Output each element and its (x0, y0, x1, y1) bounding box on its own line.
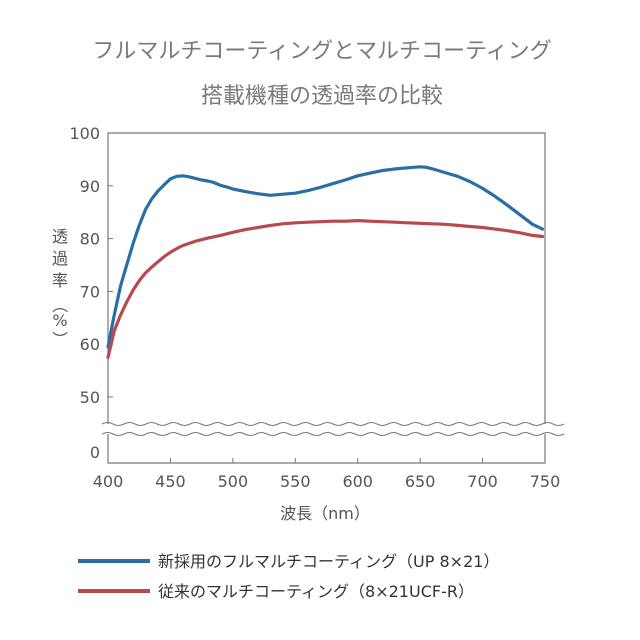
y-tick-label: 0 (90, 443, 100, 462)
y-tick-label: 50 (80, 388, 100, 407)
y-axis-label: 透過率 （%） (50, 227, 69, 347)
series-line-1 (106, 165, 545, 349)
x-tick-label: 550 (280, 472, 311, 491)
y-axis-label-char: （ (50, 297, 69, 313)
plot-area (101, 132, 565, 464)
x-tick-label: 500 (218, 472, 249, 491)
y-tick-label: 80 (80, 230, 100, 249)
x-axis-label: 波長（nm） (280, 504, 370, 523)
y-axis-label-char: 過 (52, 249, 68, 268)
y-axis-ticks: 100 90 80 70 60 50 0 (69, 124, 113, 462)
x-tick-label: 400 (93, 472, 124, 491)
axis-break-line (101, 432, 565, 436)
y-tick-label: 100 (69, 124, 100, 143)
x-tick-label: 450 (155, 472, 186, 491)
y-tick-label: 70 (80, 282, 100, 301)
x-tick-label: 700 (467, 472, 498, 491)
y-axis-label-char: ） (50, 331, 69, 347)
y-axis-label-char: 透 (52, 227, 68, 246)
series-group (106, 165, 545, 359)
series-line-2 (106, 219, 545, 359)
legend-label: 従来のマルチコーティング（8×21UCF-R） (158, 582, 474, 601)
y-axis-label-char: % (52, 311, 67, 330)
x-tick-label: 750 (530, 472, 561, 491)
y-axis-label-char: 率 (52, 271, 68, 290)
chart-title: フルマルチコーティングとマルチコーティング (92, 39, 551, 64)
y-tick-label: 60 (80, 335, 100, 354)
x-tick-label: 600 (342, 472, 373, 491)
legend-label: 新採用のフルマルチコーティング（UP 8×21） (158, 552, 499, 571)
axis-break-line (101, 422, 565, 426)
y-tick-label: 90 (80, 177, 100, 196)
chart-subtitle: 搭載機種の透過率の比較 (201, 84, 443, 109)
x-axis-ticks: 400 450 500 550 600 650 700 750 (93, 458, 561, 491)
legend: 新採用のフルマルチコーティング（UP 8×21） 従来のマルチコーティング（8×2… (78, 552, 499, 601)
x-tick-label: 650 (405, 472, 436, 491)
plot-frame-top (107, 132, 546, 424)
plot-frame-bottom (107, 434, 546, 464)
